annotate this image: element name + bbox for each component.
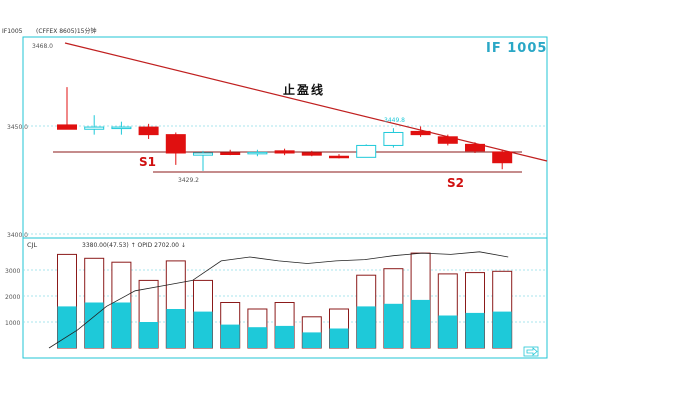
take-profit-line (64, 42, 548, 162)
volume-bar-fill (438, 315, 458, 348)
volume-bar-fill (84, 302, 104, 348)
candle-body (220, 152, 241, 155)
candle-body (329, 155, 349, 159)
scroll-right-button[interactable] (523, 346, 539, 357)
watermark-label: IF 1005 (486, 41, 547, 56)
candle-body (84, 126, 105, 130)
volume-bar-fill (356, 306, 376, 348)
take-profit-label: 止盈线 (283, 82, 325, 97)
candlestick-series (57, 87, 513, 171)
candle-body (465, 143, 485, 152)
price-tick-3400: 3400.0 (7, 232, 28, 239)
candle-body (383, 131, 404, 146)
volume-bar-fill (465, 312, 485, 348)
volume-bar-fill (383, 303, 403, 348)
candle-body (193, 152, 213, 156)
volume-indicator-label: CJL (27, 241, 37, 249)
low-value-label: 3429.2 (178, 177, 199, 184)
candle-body (410, 130, 431, 136)
outer-frame (22, 36, 548, 359)
volume-tick-3000: 3000 (5, 268, 20, 275)
arrow-right-icon (526, 347, 538, 356)
s2-label: S2 (447, 176, 464, 190)
volume-readout: 3380.00(47.53) ↑ OPID 2702.00 ↓ (82, 242, 186, 249)
high-value-label: 3449.8 (384, 117, 405, 124)
candle-body (492, 151, 513, 164)
volume-bar-fill (275, 325, 295, 348)
volume-bar-fill (111, 302, 131, 348)
candle-body (138, 126, 159, 136)
candle-body (301, 152, 322, 156)
volume-bar-fill (193, 311, 213, 348)
candle-body (165, 134, 186, 154)
volume-bar-fill (139, 322, 159, 348)
volume-bar-fill (302, 332, 322, 348)
candle-body (111, 126, 132, 130)
volume-tick-1000: 1000 (5, 320, 20, 327)
price-tick-3450: 3450.0 (7, 124, 28, 131)
candle-body (437, 136, 458, 144)
volume-bar-fill (220, 324, 240, 348)
scroll-button-box[interactable] (523, 346, 539, 357)
open-interest-line (48, 251, 509, 349)
s1-label: S1 (139, 155, 156, 169)
candle-body (274, 150, 295, 154)
volume-bar-fill (411, 299, 431, 348)
candle-body (57, 124, 77, 130)
volume-bar-fill (329, 328, 349, 348)
header-source: (CFFEX 8605)15分钟 (36, 27, 97, 35)
volume-tick-2000: 2000 (5, 294, 20, 301)
volume-bar-fill (166, 309, 186, 348)
candle-body (356, 144, 377, 158)
volume-bar-fill (247, 327, 267, 348)
volume-bar-fill (57, 306, 77, 348)
volume-bar-fill (492, 311, 512, 348)
volume-series (23, 251, 547, 349)
header-symbol: IF1005 (2, 28, 23, 35)
price-tick-top: 3468.0 (32, 43, 53, 50)
candle-body (247, 151, 268, 155)
